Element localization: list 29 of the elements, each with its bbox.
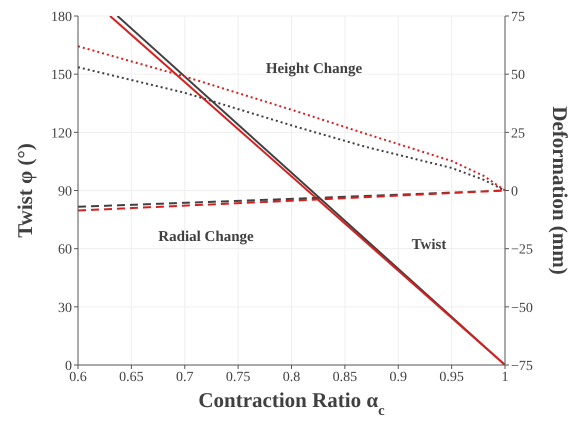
annotation: Height Change — [266, 61, 362, 78]
x-axis-title: Contraction Ratio α$_{c}$ — [198, 388, 386, 419]
x-tick-label: 0.95 — [439, 370, 464, 385]
y2-tick-label: −25 — [511, 242, 533, 258]
y2-tick-label: −50 — [511, 300, 533, 316]
y2-axis-title: Deformation (mm) — [548, 106, 572, 275]
x-tick-label: 0.9 — [390, 370, 407, 385]
x-tick-label: 0.8 — [282, 370, 300, 385]
y2-tick-label: 75 — [511, 10, 525, 25]
x-tick-label: 0.7 — [176, 370, 194, 385]
y-tick-label: 30 — [58, 300, 72, 316]
x-tick-label: 0.6 — [69, 370, 87, 385]
y-tick-label: 150 — [51, 68, 72, 84]
y-tick-label: 180 — [51, 10, 72, 25]
x-tick-label: 1 — [502, 370, 508, 385]
y-tick-label: 0 — [65, 358, 72, 374]
y2-tick-label: 50 — [511, 68, 525, 84]
annotation: Radial Change — [158, 229, 254, 246]
y-tick-label: 120 — [51, 126, 72, 142]
x-tick-label: 0.75 — [226, 370, 250, 385]
y2-tick-label: −75 — [511, 358, 533, 374]
x-tick-label: 0.65 — [119, 370, 144, 385]
annotation: Twist — [412, 237, 446, 254]
y2-tick-label: 25 — [511, 126, 525, 142]
y-tick-label: 90 — [58, 184, 72, 200]
y2-tick-label: 0 — [511, 184, 518, 200]
x-tick-label: 0.85 — [332, 370, 358, 385]
y-tick-label: 60 — [58, 242, 72, 258]
y-axis-title: Twist φ (°) — [13, 143, 37, 238]
